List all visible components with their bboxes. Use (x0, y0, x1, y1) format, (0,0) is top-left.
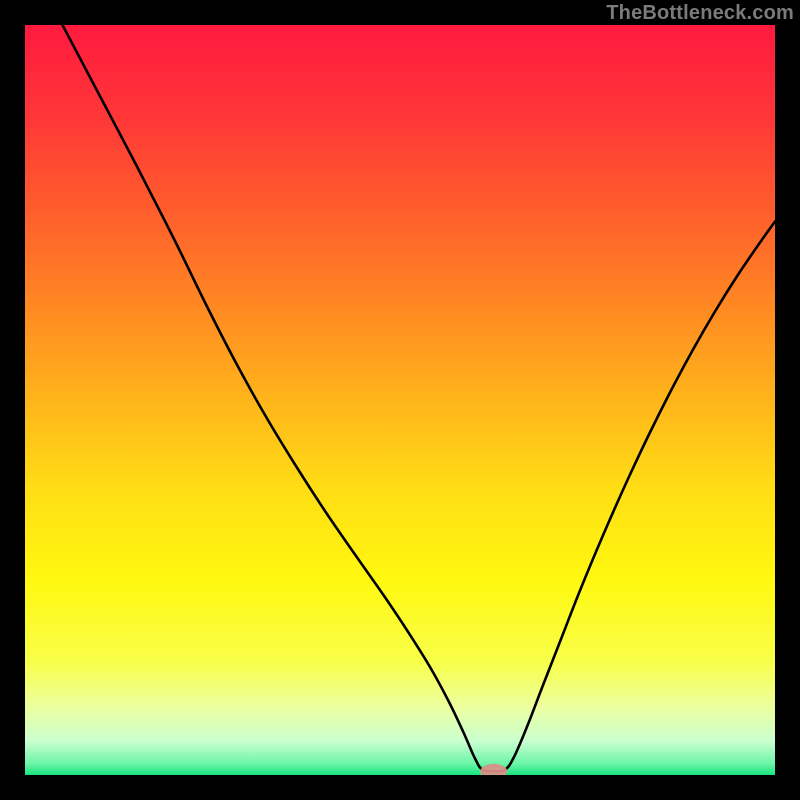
watermark-text: TheBottleneck.com (606, 2, 794, 25)
apex-marker (480, 764, 507, 775)
curve-path (63, 25, 776, 771)
chart-container: TheBottleneck.com (0, 0, 800, 800)
bottleneck-curve (25, 25, 775, 775)
plot-area (25, 25, 775, 775)
